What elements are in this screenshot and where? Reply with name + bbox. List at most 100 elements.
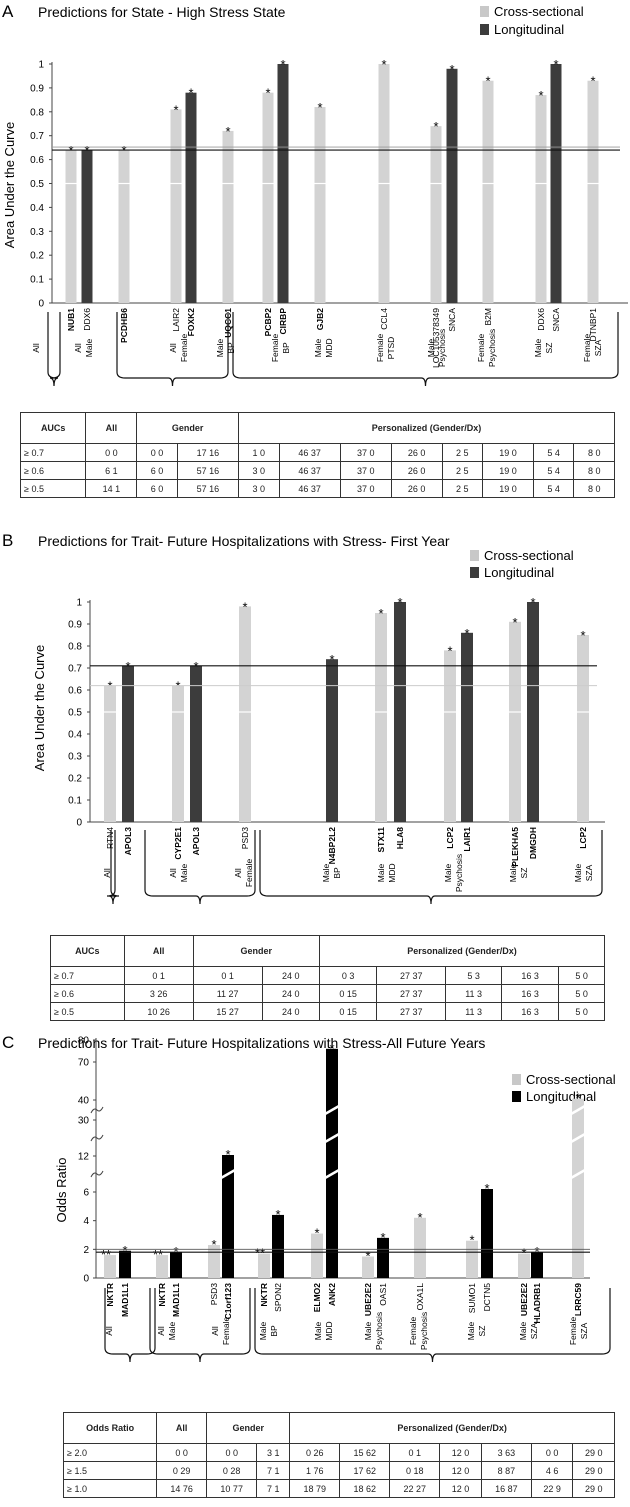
- group-label: Male: [466, 1322, 476, 1341]
- significance-star: *: [317, 100, 322, 115]
- bar: [172, 685, 184, 822]
- y-tick-label: 0.7: [30, 131, 44, 142]
- bar-break: [324, 1104, 340, 1116]
- y-tick-label: 30: [78, 1116, 90, 1127]
- y-tick-label: 0: [38, 299, 44, 310]
- table-cell: 3 0: [238, 461, 280, 480]
- summary-table-a: AUCs All Gender Personalized (Gender/Dx) ≥ 0…: [19, 412, 615, 498]
- group-label: Psychosis: [454, 854, 464, 892]
- table-cell: 11 3: [445, 984, 503, 1003]
- y-axis-label: Area Under the Curve: [32, 645, 47, 771]
- table-cell: 12 0: [439, 1461, 482, 1480]
- table-cell: 0 3: [318, 966, 378, 985]
- table-cell: 8 0: [573, 479, 615, 498]
- bar: [446, 68, 458, 303]
- legend-swatch-cross: [480, 6, 489, 17]
- group-label: Male: [376, 864, 386, 883]
- group-label: MDD: [324, 1321, 334, 1340]
- table-cell: 15 62: [339, 1443, 391, 1462]
- bar: [156, 1255, 168, 1278]
- bar: [326, 1048, 338, 1278]
- table-header-cell: Personalized (Gender/Dx): [289, 1412, 615, 1444]
- gene-label: LRRC59: [573, 1283, 583, 1316]
- table-cell: 57 16: [176, 479, 240, 498]
- y-tick-label: 1: [38, 60, 44, 71]
- y-tick-label: 4: [83, 1216, 89, 1227]
- table-cell: 0 15: [318, 984, 378, 1003]
- significance-star: *: [449, 62, 454, 77]
- table-cell: 0 1: [389, 1443, 441, 1462]
- y-tick-label: 0.1: [30, 275, 44, 286]
- significance-star: *: [433, 119, 438, 134]
- chart-c: C Predictions for Trait- Future Hospital…: [2, 1033, 616, 1363]
- bar: [185, 92, 197, 304]
- group-brace: [259, 830, 603, 905]
- y-tick-label: 0.7: [68, 664, 82, 675]
- bar: [104, 1255, 116, 1278]
- gene-label: RTN4: [105, 827, 115, 849]
- panel-c: C Predictions for Trait- Future Hospital…: [0, 1030, 630, 1507]
- table-header-cell: All: [156, 1412, 208, 1444]
- significance-star: *: [580, 628, 585, 643]
- table-cell: 24 0: [261, 1002, 320, 1021]
- gene-label: PCDHB6: [119, 308, 129, 343]
- legend-swatch-cross: [470, 550, 479, 561]
- group-brace: [116, 312, 229, 387]
- gene-label: SNCA: [551, 308, 561, 332]
- table-cell: 7 1: [256, 1461, 291, 1480]
- table-cell: 37 0: [339, 461, 392, 480]
- bar: [550, 64, 562, 303]
- group-label: Male: [321, 864, 331, 883]
- row-label: ≥ 0.5: [50, 1002, 125, 1021]
- y-tick-label: 1: [76, 598, 82, 609]
- bar: [222, 130, 234, 303]
- bar: [65, 150, 77, 303]
- gene-label: STX11: [376, 827, 386, 853]
- group-label: Female: [375, 334, 385, 363]
- table-cell: 29 0: [572, 1479, 615, 1498]
- gene-label: ELMO2: [312, 1283, 322, 1313]
- group-label: Female: [244, 859, 254, 888]
- gene-label: MAD1L1: [120, 1283, 130, 1317]
- table-cell: 0 29: [156, 1461, 208, 1480]
- table-cell: 14 76: [156, 1479, 208, 1498]
- bar: [518, 1253, 530, 1278]
- group-label: Male: [518, 1322, 528, 1341]
- group-label: Male: [573, 864, 583, 883]
- gene-label: SNCA: [447, 308, 457, 332]
- gene-label: LCP2: [445, 827, 455, 849]
- significance-star: **: [153, 1247, 163, 1262]
- chart-title: Predictions for Trait- Future Hospitaliz…: [38, 533, 450, 549]
- table-cell: 8 87: [480, 1461, 532, 1480]
- group-label: BP: [281, 342, 291, 354]
- group-label: All: [233, 868, 243, 878]
- table-cell: 27 37: [376, 984, 447, 1003]
- table-cell: 37 0: [339, 479, 392, 498]
- table-cell: 6 1: [85, 461, 138, 480]
- gene-label: PCBP2: [263, 308, 273, 337]
- group-label: SZA: [593, 339, 603, 356]
- table-header-cell: AUCs: [19, 412, 87, 444]
- table-cell: 0 0: [136, 443, 178, 462]
- gene-label: MAD1L1: [171, 1283, 181, 1317]
- legend-swatch-long: [512, 1091, 521, 1102]
- group-label: SZA: [529, 1322, 539, 1339]
- row-label: ≥ 1.0: [62, 1479, 158, 1498]
- table-cell: 6 0: [136, 479, 178, 498]
- group-label: All: [156, 1326, 166, 1336]
- table-cell: 22 9: [530, 1479, 574, 1498]
- bar-break: [220, 1168, 236, 1180]
- table-cell: 46 37: [278, 479, 341, 498]
- table-cell: 26 0: [390, 479, 443, 498]
- gene-label: NUB1: [66, 308, 76, 331]
- bar: [258, 1253, 270, 1278]
- table-cell: 22 27: [389, 1479, 441, 1498]
- significance-star: *: [469, 1233, 474, 1248]
- legend-long: Longitudinal: [494, 22, 564, 37]
- group-label: Male: [508, 864, 518, 883]
- y-tick-label: 40: [78, 1096, 90, 1107]
- group-label: Male: [258, 1322, 268, 1341]
- table-cell: 5 4: [532, 443, 575, 462]
- axis-break: [90, 1134, 104, 1142]
- bar: [527, 602, 539, 822]
